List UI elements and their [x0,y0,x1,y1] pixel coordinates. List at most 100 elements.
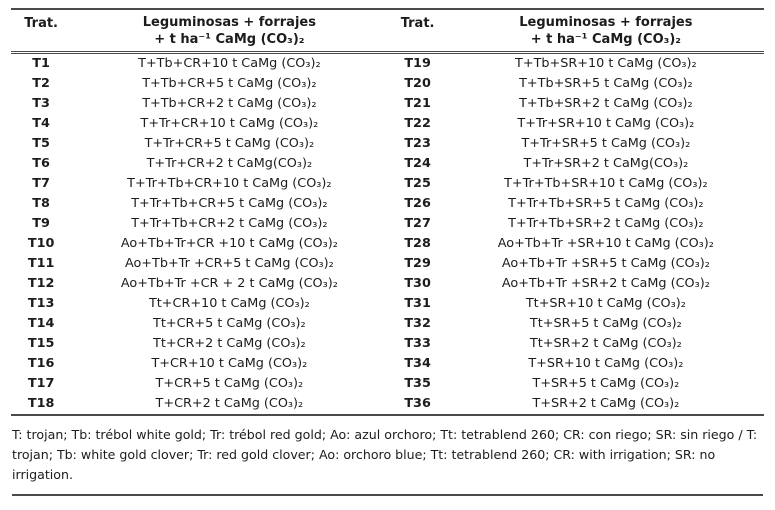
treatment-desc-left: Tt+CR+2 t CaMg (CO₃)₂ [153,336,306,351]
col-header-desc-right-line2: + t ha⁻¹ CaMg (CO₃)₂ [530,32,681,47]
treatment-id-right: T27 [404,216,431,231]
treatment-id-right: T33 [404,336,431,351]
treatment-id-left: T16 [27,356,55,371]
table-row: T13 Tt+CR+10 t CaMg (CO₃)₂ T31 Tt+SR+10 … [11,294,764,314]
treatment-desc-left: T+Tr+Tb+CR+5 t CaMg (CO₃)₂ [131,196,328,211]
table-row: T9 T+Tr+Tb+CR+2 t CaMg (CO₃)₂ T27 T+Tr+T… [11,214,764,234]
treatment-id-right: T28 [404,236,431,251]
treatments-table: Trat. Leguminosas + forrajes + t ha⁻¹ Ca… [11,8,764,416]
treatment-desc-right: Ao+Tb+Tr +SR+10 t CaMg (CO₃)₂ [497,236,714,251]
treatment-desc-right: T+SR+5 t CaMg (CO₃)₂ [532,376,680,391]
table-row: T14 Tt+CR+5 t CaMg (CO₃)₂ T32 Tt+SR+5 t … [11,314,764,334]
col-header-desc-right: Leguminosas + forrajes + t ha⁻¹ CaMg (CO… [447,9,764,54]
treatment-desc-left: Tt+CR+5 t CaMg (CO₃)₂ [153,316,306,331]
treatment-id-left: T11 [27,256,55,271]
col-header-desc-left-line1: Leguminosas + forrajes [142,15,316,30]
treatment-id-right: T31 [404,296,431,311]
table-row: T1 T+Tb+CR+10 t CaMg (CO₃)₂ T19 T+Tb+SR+… [11,53,764,75]
treatment-desc-right: T+Tr+Tb+SR+2 t CaMg (CO₃)₂ [508,216,704,231]
treatment-desc-left: T+Tr+Tb+CR+10 t CaMg (CO₃)₂ [127,176,332,191]
table-row: T5 T+Tr+CR+5 t CaMg (CO₃)₂ T23 T+Tr+SR+5… [11,134,764,154]
treatment-id-left: T3 [32,96,50,111]
treatment-desc-right: T+Tb+SR+5 t CaMg (CO₃)₂ [519,76,693,91]
col-header-desc-left-line2: + t ha⁻¹ CaMg (CO₃)₂ [154,32,305,47]
treatment-id-left: T18 [27,396,55,411]
table-header: Trat. Leguminosas + forrajes + t ha⁻¹ Ca… [11,9,764,54]
treatment-id-left: T4 [32,116,50,131]
treatment-desc-left: T+Tb+CR+5 t CaMg (CO₃)₂ [142,76,317,91]
treatment-desc-left: Tt+CR+10 t CaMg (CO₃)₂ [148,296,310,311]
treatment-desc-right: T+Tr+SR+2 t CaMg(CO₃)₂ [523,156,689,171]
treatment-id-right: T23 [404,136,431,151]
treatment-id-right: T19 [404,56,431,71]
treatment-desc-right: Ao+Tb+Tr +SR+5 t CaMg (CO₃)₂ [501,256,710,271]
treatment-id-left: T14 [27,316,55,331]
treatment-id-left: T5 [32,136,50,151]
table-row: T18 T+CR+2 t CaMg (CO₃)₂ T36 T+SR+2 t Ca… [11,394,764,415]
col-header-trat-right: Trat. [387,9,448,54]
treatment-desc-left: T+Tr+CR+2 t CaMg(CO₃)₂ [146,156,313,171]
table-row: T17 T+CR+5 t CaMg (CO₃)₂ T35 T+SR+5 t Ca… [11,374,764,394]
treatment-desc-right: T+SR+10 t CaMg (CO₃)₂ [528,356,684,371]
treatment-id-left: T1 [32,56,50,71]
treatment-desc-right: T+SR+2 t CaMg (CO₃)₂ [532,396,680,411]
treatment-desc-right: T+Tr+SR+10 t CaMg (CO₃)₂ [517,116,695,131]
treatment-desc-left: T+Tb+CR+2 t CaMg (CO₃)₂ [142,96,317,111]
treatment-desc-left: T+Tr+Tb+CR+2 t CaMg (CO₃)₂ [131,216,328,231]
treatment-id-left: T7 [32,176,50,191]
table-row: T12 Ao+Tb+Tr +CR + 2 t CaMg (CO₃)₂ T30 A… [11,274,764,294]
table-row: T6 T+Tr+CR+2 t CaMg(CO₃)₂ T24 T+Tr+SR+2 … [11,154,764,174]
table-row: T10 Ao+Tb+Tr+CR +10 t CaMg (CO₃)₂ T28 Ao… [11,234,764,254]
treatment-id-right: T24 [404,156,431,171]
treatment-desc-left: T+CR+5 t CaMg (CO₃)₂ [155,376,304,391]
treatment-id-left: T17 [27,376,55,391]
treatment-id-right: T36 [404,396,431,411]
treatment-id-right: T20 [404,76,431,91]
treatment-desc-right: T+Tr+Tb+SR+5 t CaMg (CO₃)₂ [508,196,704,211]
treatment-id-right: T32 [404,316,431,331]
treatment-desc-left: Ao+Tb+Tr+CR +10 t CaMg (CO₃)₂ [120,236,338,251]
treatment-id-left: T13 [27,296,55,311]
table-row: T2 T+Tb+CR+5 t CaMg (CO₃)₂ T20 T+Tb+SR+5… [11,74,764,94]
treatment-id-right: T25 [404,176,431,191]
treatment-desc-right: Tt+SR+2 t CaMg (CO₃)₂ [529,336,682,351]
treatment-id-right: T26 [404,196,431,211]
treatment-desc-right: T+Tb+SR+10 t CaMg (CO₃)₂ [515,56,697,71]
table-row: T15 Tt+CR+2 t CaMg (CO₃)₂ T33 Tt+SR+2 t … [11,334,764,354]
treatment-desc-left: T+Tr+CR+10 t CaMg (CO₃)₂ [140,116,319,131]
treatment-desc-right: T+Tb+SR+2 t CaMg (CO₃)₂ [519,96,693,111]
col-header-desc-right-line1: Leguminosas + forrajes [519,15,693,30]
treatment-id-left: T2 [32,76,50,91]
treatment-desc-left: T+Tb+CR+10 t CaMg (CO₃)₂ [138,56,321,71]
treatment-id-left: T9 [32,216,50,231]
table-row: T4 T+Tr+CR+10 t CaMg (CO₃)₂ T22 T+Tr+SR+… [11,114,764,134]
header-row: Trat. Leguminosas + forrajes + t ha⁻¹ Ca… [11,9,764,54]
treatment-desc-right: Ao+Tb+Tr +SR+2 t CaMg (CO₃)₂ [501,276,710,291]
treatment-desc-right: T+Tr+SR+5 t CaMg (CO₃)₂ [521,136,691,151]
treatment-desc-right: T+Tr+Tb+SR+10 t CaMg (CO₃)₂ [504,176,708,191]
treatment-id-left: T10 [27,236,55,251]
treatment-id-right: T34 [404,356,431,371]
treatment-id-right: T35 [404,376,431,391]
treatment-desc-left: Ao+Tb+Tr +CR+5 t CaMg (CO₃)₂ [124,256,334,271]
treatment-desc-left: T+CR+10 t CaMg (CO₃)₂ [151,356,308,371]
treatment-id-right: T22 [404,116,431,131]
treatment-id-left: T12 [27,276,55,291]
treatment-desc-left: T+CR+2 t CaMg (CO₃)₂ [155,396,304,411]
table-body: T1 T+Tb+CR+10 t CaMg (CO₃)₂ T19 T+Tb+SR+… [11,53,764,416]
treatment-desc-left: Ao+Tb+Tr +CR + 2 t CaMg (CO₃)₂ [120,276,338,291]
treatment-desc-right: Tt+SR+10 t CaMg (CO₃)₂ [525,296,686,311]
table-row: T11 Ao+Tb+Tr +CR+5 t CaMg (CO₃)₂ T29 Ao+… [11,254,764,274]
treatment-desc-right: Tt+SR+5 t CaMg (CO₃)₂ [529,316,682,331]
col-header-trat-left: Trat. [11,9,72,54]
table-row: T3 T+Tb+CR+2 t CaMg (CO₃)₂ T21 T+Tb+SR+2… [11,94,764,114]
treatment-id-left: T8 [32,196,50,211]
treatment-id-left: T15 [27,336,55,351]
table-footnote: T: trojan; Tb: trébol white gold; Tr: tr… [12,425,763,496]
treatment-id-right: T29 [404,256,431,271]
treatment-id-right: T30 [404,276,431,291]
treatment-id-left: T6 [32,156,50,171]
table-row: T16 T+CR+10 t CaMg (CO₃)₂ T34 T+SR+10 t … [11,354,764,374]
col-header-desc-left: Leguminosas + forrajes + t ha⁻¹ CaMg (CO… [71,9,388,54]
